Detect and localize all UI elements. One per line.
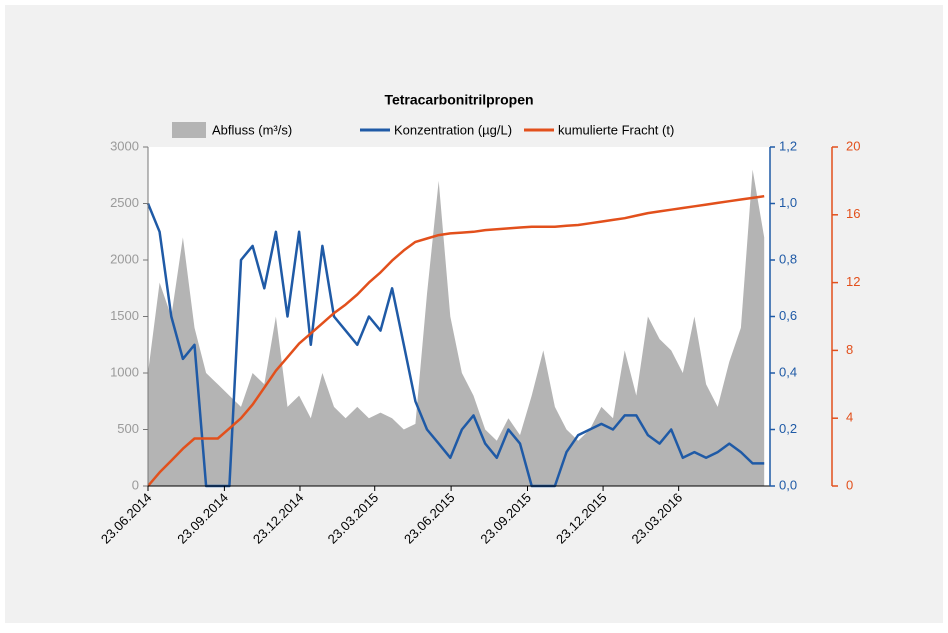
y-tick-label: 500 <box>117 421 139 436</box>
y3-tick-label: 0 <box>846 477 853 492</box>
legend-label: Abfluss (m³/s) <box>212 122 292 137</box>
legend-swatch <box>172 122 206 138</box>
y3-tick-label: 20 <box>846 138 860 153</box>
y-tick-label: 2000 <box>110 251 139 266</box>
y3-tick-label: 8 <box>846 342 853 357</box>
area <box>148 169 765 486</box>
y3-tick-label: 16 <box>846 206 860 221</box>
legend-label: Konzentration (µg/L) <box>394 122 512 137</box>
y-tick-label: 1500 <box>110 308 139 323</box>
chart-title: Tetracarbonitrilpropen <box>384 92 533 108</box>
y2-tick-label: 1,0 <box>779 195 797 210</box>
y2-tick-label: 0,2 <box>779 421 797 436</box>
y2-tick-label: 0,6 <box>779 308 797 323</box>
y-tick-label: 3000 <box>110 138 139 153</box>
y2-tick-label: 0,8 <box>779 251 797 266</box>
line <box>146 203 765 488</box>
y2-tick-label: 0,0 <box>779 477 797 492</box>
y-tick-label: 1000 <box>110 364 139 379</box>
line <box>147 194 765 487</box>
y-tick-label: 2500 <box>110 195 139 210</box>
y-tick-label: 0 <box>132 477 139 492</box>
y2-tick-label: 1,2 <box>779 138 797 153</box>
y3-tick-label: 12 <box>846 274 860 289</box>
y3-tick-label: 4 <box>846 410 853 425</box>
legend-label: kumulierte Fracht (t) <box>558 122 674 137</box>
y2-tick-label: 0,4 <box>779 364 797 379</box>
